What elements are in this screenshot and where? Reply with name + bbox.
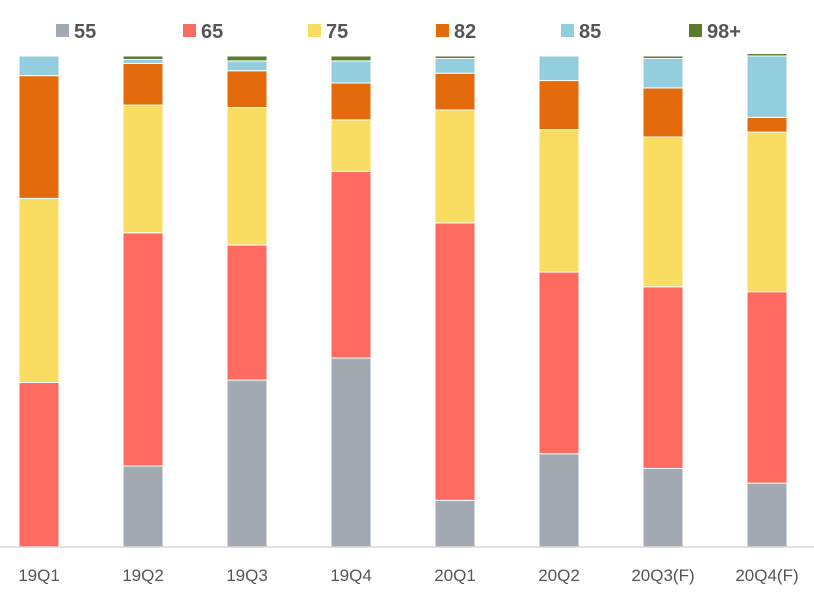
bar-segment-20Q4(F)-98plus bbox=[746, 53, 788, 57]
x-tick-label: 20Q2 bbox=[538, 566, 580, 585]
legend-swatch-98plus bbox=[689, 24, 702, 37]
bar-segment-19Q1-75 bbox=[18, 197, 60, 384]
bar-segment-20Q3(F)-82 bbox=[642, 87, 684, 138]
bar-segment-20Q2-85 bbox=[538, 55, 580, 82]
x-tick-label: 20Q3(F) bbox=[631, 566, 694, 585]
bar-segment-19Q3-75 bbox=[226, 107, 268, 246]
bar-segment-20Q4(F)-85 bbox=[746, 55, 788, 118]
bar-segment-19Q2-98plus bbox=[122, 55, 164, 60]
x-tick-label: 19Q2 bbox=[122, 566, 164, 585]
bar-segment-19Q4-98plus bbox=[330, 55, 372, 62]
bar-segment-20Q4(F)-82 bbox=[746, 116, 788, 133]
legend-label: 65 bbox=[201, 21, 223, 43]
legend-label: 85 bbox=[579, 21, 601, 43]
bar-segment-19Q1-65 bbox=[18, 382, 60, 548]
bar-segment-20Q2-65 bbox=[538, 271, 580, 455]
bar-segment-19Q4-75 bbox=[330, 119, 372, 172]
bar-segment-20Q3(F)-55 bbox=[642, 467, 684, 548]
bar-segment-20Q1-82 bbox=[434, 72, 476, 111]
bar-segment-20Q3(F)-75 bbox=[642, 136, 684, 288]
bar-segment-20Q1-98plus bbox=[434, 55, 476, 59]
bar-segment-20Q4(F)-65 bbox=[746, 291, 788, 484]
legend-swatch-85 bbox=[561, 24, 574, 37]
legend-swatch-55 bbox=[56, 24, 69, 37]
bar-segment-20Q3(F)-85 bbox=[642, 57, 684, 89]
x-tick-label: 19Q1 bbox=[18, 566, 60, 585]
bar-segment-20Q3(F)-98plus bbox=[642, 55, 684, 59]
bar-segment-20Q2-55 bbox=[538, 453, 580, 548]
bar-segment-20Q4(F)-75 bbox=[746, 131, 788, 293]
x-tick-label: 19Q4 bbox=[330, 566, 372, 585]
bar-segment-20Q2-82 bbox=[538, 80, 580, 131]
bar-segment-20Q2-75 bbox=[538, 129, 580, 273]
bar-segment-19Q2-55 bbox=[122, 465, 164, 548]
bar-segment-19Q4-55 bbox=[330, 357, 372, 548]
legend: 55 65 75 82 85 98+ bbox=[56, 21, 741, 43]
bar-segment-19Q4-85 bbox=[330, 60, 372, 84]
bar-segment-20Q1-55 bbox=[434, 499, 476, 548]
bar-segment-19Q1-85 bbox=[18, 55, 60, 77]
bar-segment-19Q2-82 bbox=[122, 62, 164, 106]
bar-segment-19Q1-82 bbox=[18, 75, 60, 199]
legend-label: 55 bbox=[74, 21, 96, 43]
bar-segment-19Q4-65 bbox=[330, 170, 372, 359]
legend-label: 82 bbox=[454, 21, 476, 43]
bar-segment-19Q3-82 bbox=[226, 70, 268, 109]
legend-swatch-75 bbox=[308, 24, 321, 37]
bar-segment-19Q3-85 bbox=[226, 60, 268, 72]
bar-segment-19Q2-85 bbox=[122, 58, 164, 64]
bar-segment-19Q3-65 bbox=[226, 244, 268, 381]
bar-segment-19Q3-98plus bbox=[226, 55, 268, 62]
bars bbox=[18, 53, 788, 548]
bar-segment-19Q2-65 bbox=[122, 232, 164, 467]
bar-segment-19Q3-55 bbox=[226, 379, 268, 548]
x-tick-labels: 19Q1 19Q2 19Q3 19Q4 20Q1 20Q2 20Q3(F) 20Q4(F) bbox=[18, 566, 798, 585]
bar-segment-20Q3(F)-65 bbox=[642, 286, 684, 469]
bar-segment-20Q1-65 bbox=[434, 222, 476, 501]
legend-label: 75 bbox=[326, 21, 348, 43]
x-tick-label: 19Q3 bbox=[226, 566, 268, 585]
legend-swatch-82 bbox=[436, 24, 449, 37]
bar-segment-19Q4-82 bbox=[330, 82, 372, 121]
legend-label: 98+ bbox=[707, 21, 741, 43]
bar-segment-20Q1-85 bbox=[434, 57, 476, 74]
legend-swatch-65 bbox=[183, 24, 196, 37]
bar-segment-20Q1-75 bbox=[434, 109, 476, 224]
x-tick-label: 20Q4(F) bbox=[735, 566, 798, 585]
bar-segment-19Q2-75 bbox=[122, 104, 164, 234]
bar-segment-20Q4(F)-55 bbox=[746, 482, 788, 548]
x-tick-label: 20Q1 bbox=[434, 566, 476, 585]
